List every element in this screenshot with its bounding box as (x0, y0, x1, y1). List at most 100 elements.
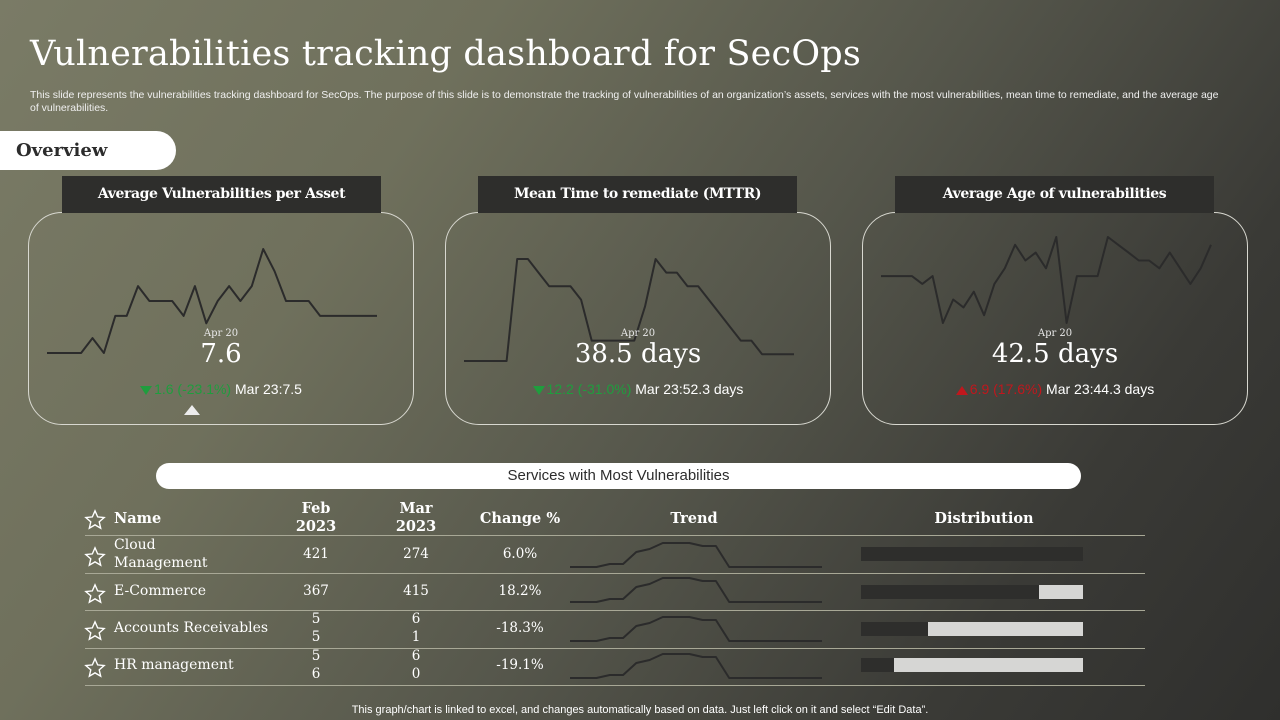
col-header-mar: Mar 2023 (376, 500, 456, 536)
row-divider (85, 648, 1145, 649)
sparkline-path (881, 236, 1212, 324)
star-icon[interactable] (84, 583, 106, 605)
col-header-feb-month: Feb (301, 500, 331, 517)
kpi-change: 6.9 (17.6%) (969, 381, 1043, 397)
row-mar: 6 1 (376, 610, 456, 646)
row-distribution-bar (861, 547, 1083, 561)
kpi-previous: Mar 23:52.3 days (631, 381, 744, 397)
row-mar: 274 (403, 546, 429, 562)
row-feb-line: 5 (311, 611, 321, 627)
up-arrow-icon (955, 385, 968, 395)
star-icon[interactable] (84, 620, 106, 642)
col-header-mar-year: 2023 (395, 518, 437, 535)
row-feb: 5 5 (276, 610, 356, 646)
distribution-fill (861, 547, 1083, 561)
sparkline-path (570, 542, 822, 568)
page-title: Vulnerabilities tracking dashboard for S… (30, 34, 862, 74)
row-mar-line: 0 (411, 666, 421, 682)
col-header-trend: Trend (670, 510, 718, 527)
sparkline-path (570, 616, 822, 642)
services-title: Services with Most Vulnerabilities (156, 463, 1081, 489)
kpi-sparkline (464, 258, 794, 362)
kpi-change: 12.2 (-31.0%) (546, 381, 632, 397)
row-name: E-Commerce (114, 582, 206, 600)
row-mar-line: 6 (411, 648, 421, 664)
kpi-value: 7.6 (200, 339, 242, 369)
kpi-header-avg-age: Average Age of vulnerabilities (895, 176, 1214, 213)
kpi-card-avg-age: Apr 20 42.5 days 6.9 (17.6%) Mar 23:44.3… (862, 212, 1248, 425)
overview-label: Overview (0, 131, 176, 170)
star-icon[interactable] (84, 546, 106, 568)
row-divider (85, 535, 1145, 536)
row-distribution-bar (861, 658, 1083, 672)
kpi-header-mttr: Mean Time to remediate (MTTR) (478, 176, 797, 213)
row-divider (85, 685, 1145, 686)
row-trend-sparkline (570, 577, 822, 603)
row-trend-sparkline (570, 653, 822, 679)
row-change: 18.2% (498, 583, 542, 599)
kpi-compare: 1.6 (-23.1%) Mar 23:7.5 (29, 381, 413, 397)
kpi-previous: Mar 23:7.5 (231, 381, 302, 397)
row-distribution-bar (861, 585, 1083, 599)
row-feb-line: 5 (311, 629, 321, 645)
row-name-line: HR management (114, 657, 234, 673)
row-feb: 5 6 (276, 647, 356, 683)
col-header-change: Change % (479, 510, 561, 527)
kpi-change: 1.6 (-23.1%) (154, 381, 232, 397)
kpi-card-mttr: Apr 20 38.5 days 12.2 (-31.0%) Mar 23:52… (445, 212, 831, 425)
row-change: -19.1% (496, 657, 544, 673)
footer-note: This graph/chart is linked to excel, and… (351, 704, 929, 716)
star-icon[interactable] (84, 657, 106, 679)
down-arrow-icon (532, 385, 545, 395)
kpi-value: 38.5 days (574, 339, 702, 369)
row-feb: 421 (303, 546, 329, 562)
row-mar: 6 0 (376, 647, 456, 683)
row-divider (85, 610, 1145, 611)
sparkline-path (47, 248, 377, 354)
sparkline-path (570, 653, 822, 679)
triangle-marker-icon (184, 405, 200, 415)
row-trend-sparkline (570, 542, 822, 568)
kpi-compare: 6.9 (17.6%) Mar 23:44.3 days (863, 381, 1247, 397)
kpi-date: Apr 20 (620, 328, 656, 339)
row-mar: 415 (403, 583, 429, 599)
row-name: Accounts Receivables (114, 619, 268, 637)
kpi-header-avg-vuln: Average Vulnerabilities per Asset (62, 176, 381, 213)
row-mar-line: 6 (411, 611, 421, 627)
kpi-date: Apr 20 (203, 328, 239, 339)
col-header-distribution: Distribution (934, 510, 1034, 527)
row-change: -18.3% (496, 620, 544, 636)
distribution-fill (861, 622, 928, 636)
kpi-date: Apr 20 (1037, 328, 1073, 339)
distribution-fill (861, 658, 895, 672)
col-header-feb: Feb 2023 (276, 500, 356, 536)
row-name-line: Cloud (114, 537, 156, 553)
row-name: Cloud Management (114, 536, 208, 572)
row-divider (85, 573, 1145, 574)
row-change: 6.0% (502, 546, 538, 562)
kpi-compare: 12.2 (-31.0%) Mar 23:52.3 days (446, 381, 830, 397)
row-trend-sparkline (570, 616, 822, 642)
row-name-line: Management (114, 555, 208, 571)
row-name-line: Accounts Receivables (114, 620, 269, 636)
star-icon[interactable] (84, 509, 106, 531)
down-arrow-icon (140, 385, 153, 395)
col-header-name: Name (114, 510, 162, 527)
row-feb-line: 5 (311, 648, 321, 664)
kpi-sparkline (47, 248, 377, 354)
sparkline-path (464, 258, 794, 362)
col-header-feb-year: 2023 (295, 518, 337, 535)
kpi-card-avg-vuln: Apr 20 7.6 1.6 (-23.1%) Mar 23:7.5 (28, 212, 414, 425)
row-feb: 367 (303, 583, 329, 599)
col-header-mar-month: Mar (399, 500, 433, 517)
row-name: HR management (114, 656, 234, 674)
row-mar-line: 1 (411, 629, 421, 645)
sparkline-path (570, 577, 822, 603)
row-name-line: E-Commerce (114, 583, 207, 599)
row-distribution-bar (861, 622, 1083, 636)
kpi-value: 42.5 days (991, 339, 1119, 369)
page-subtitle: This slide represents the vulnerabilitie… (30, 89, 1219, 114)
row-feb-line: 6 (311, 666, 321, 682)
kpi-sparkline (881, 236, 1212, 324)
kpi-previous: Mar 23:44.3 days (1042, 381, 1155, 397)
